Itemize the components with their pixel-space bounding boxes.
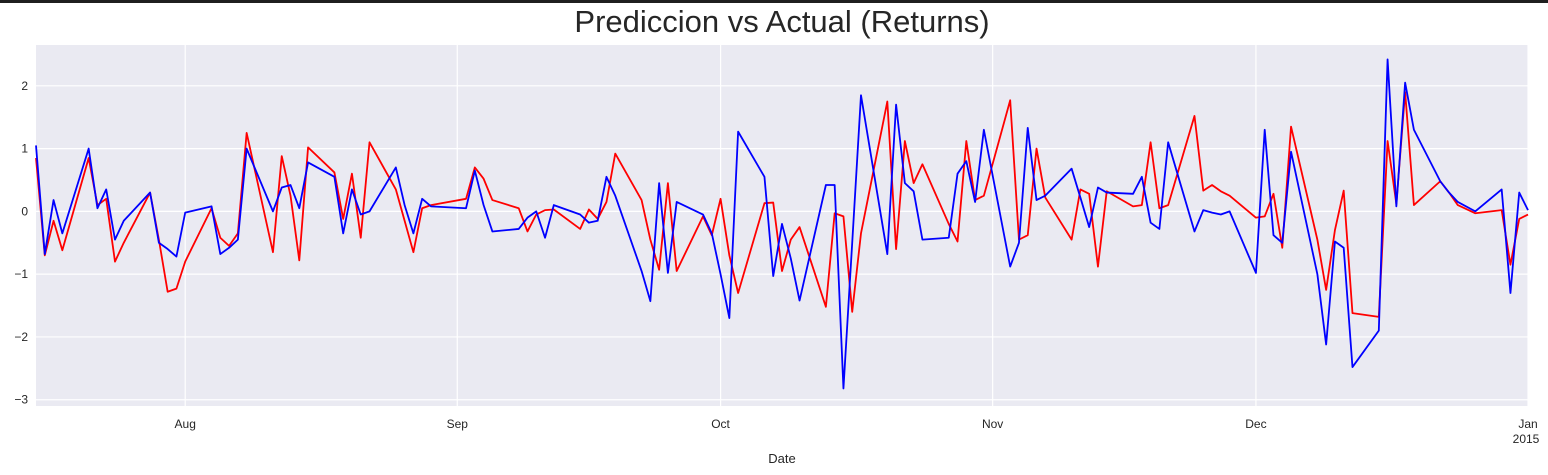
prediction-series-line [35, 91, 1529, 318]
y-tick-label: 2 [21, 79, 28, 93]
x-tick-label: Oct [711, 417, 730, 431]
y-axis-ticks: −3 −2 −1 0 1 2 [14, 79, 28, 407]
actual-series-line [35, 58, 1529, 390]
y-tick-label: −1 [14, 267, 28, 281]
top-border [0, 0, 1548, 3]
x-axis-label: Date [768, 451, 796, 466]
y-tick-label: 0 [21, 204, 28, 218]
x-tick-label: Dec [1245, 417, 1266, 431]
series-lines [35, 58, 1529, 390]
y-tick-label: −3 [14, 393, 28, 407]
x-tick-label: Sep [447, 417, 469, 431]
x-tick-label: Jan [1518, 417, 1537, 431]
y-tick-label: 1 [21, 142, 28, 156]
x-tick-label: Aug [175, 417, 196, 431]
chart-title: Prediccion vs Actual (Returns) [574, 4, 990, 39]
x-tick-sublabel: 2015 [1513, 432, 1540, 446]
grid-lines [36, 45, 1529, 406]
y-tick-label: −2 [14, 330, 28, 344]
x-tick-label: Nov [982, 417, 1003, 431]
